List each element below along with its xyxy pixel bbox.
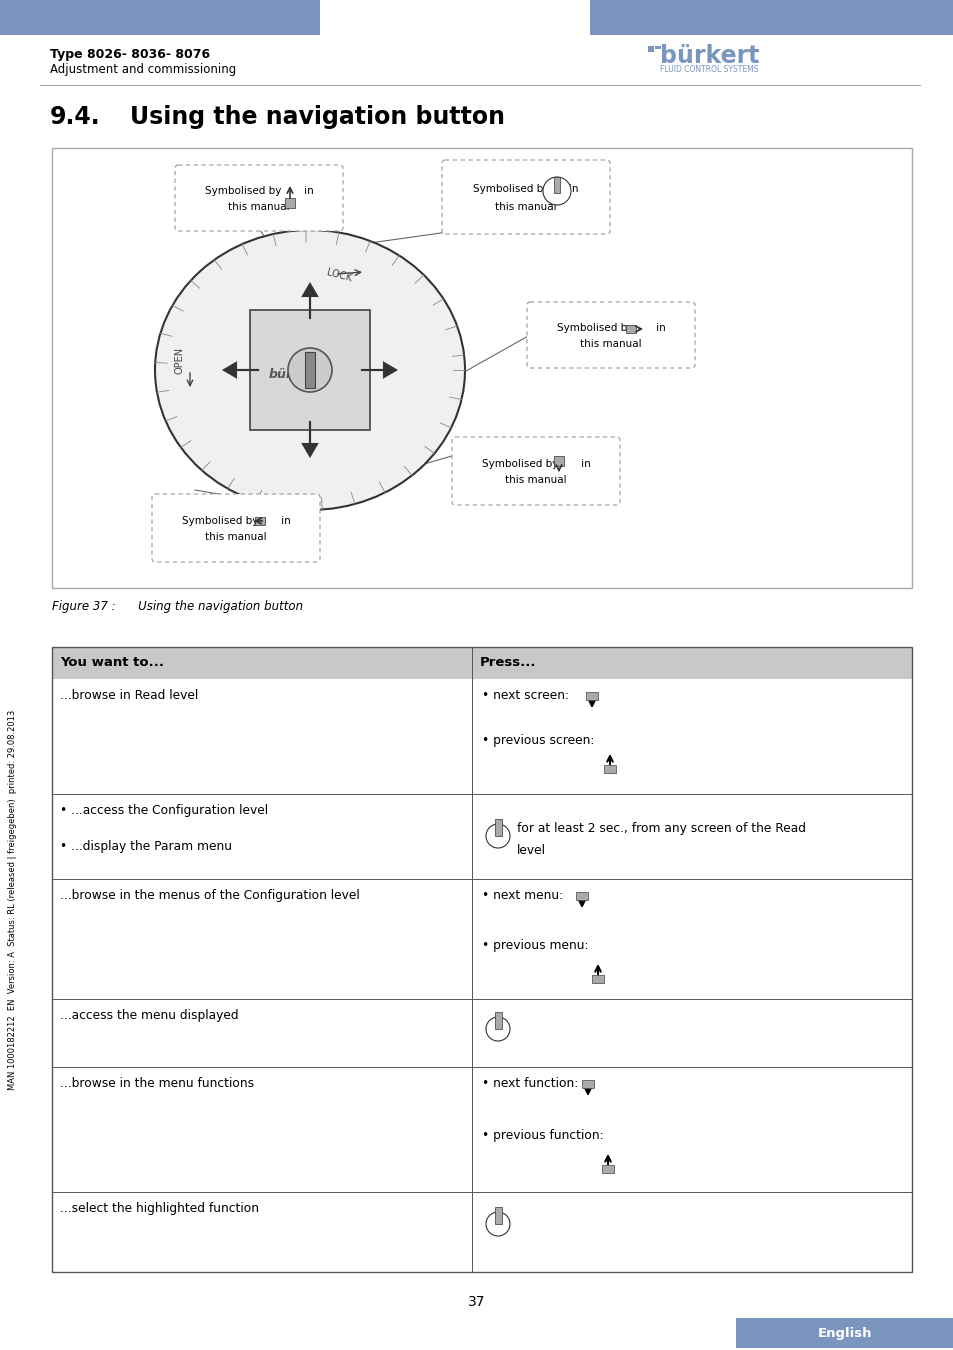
Text: • next menu:: • next menu:: [481, 890, 562, 902]
Text: ...access the menu displayed: ...access the menu displayed: [60, 1008, 238, 1022]
Text: • previous function:: • previous function:: [481, 1129, 603, 1142]
FancyBboxPatch shape: [526, 302, 695, 369]
FancyBboxPatch shape: [452, 437, 619, 505]
Bar: [554, 456, 563, 466]
Bar: [0, 0, 319, 35]
Text: 9.4.: 9.4.: [50, 105, 100, 130]
Text: • previous menu:: • previous menu:: [481, 940, 588, 952]
Text: LOCK: LOCK: [325, 267, 353, 284]
Text: ...browse in the menus of the Configuration level: ...browse in the menus of the Configurat…: [60, 890, 359, 902]
Text: Type 8026- 8036- 8076: Type 8026- 8036- 8076: [50, 49, 210, 61]
Text: You want to...: You want to...: [60, 656, 164, 670]
FancyBboxPatch shape: [152, 494, 319, 562]
Bar: [655, 46, 660, 49]
Circle shape: [542, 177, 571, 205]
Text: Adjustment and commissioning: Adjustment and commissioning: [50, 63, 236, 76]
Text: this manual: this manual: [205, 532, 267, 543]
Text: Figure 37 :      Using the navigation button: Figure 37 : Using the navigation button: [52, 599, 303, 613]
FancyArrow shape: [303, 423, 316, 456]
Bar: [601, 1165, 614, 1173]
Bar: [305, 352, 314, 387]
Bar: [495, 1207, 501, 1224]
Text: bürkert: bürkert: [659, 45, 759, 68]
Text: 37: 37: [468, 1295, 485, 1309]
Text: Using the navigation button: Using the navigation button: [130, 105, 504, 130]
Text: FLUID CONTROL SYSTEMS: FLUID CONTROL SYSTEMS: [659, 65, 758, 74]
Text: MAN 1000182212  EN  Version: A  Status: RL (released | freigegeben)  printed: 29: MAN 1000182212 EN Version: A Status: RL …: [9, 710, 17, 1091]
Text: ...browse in the menu functions: ...browse in the menu functions: [60, 1077, 253, 1089]
Bar: [52, 148, 911, 589]
Bar: [585, 693, 598, 701]
Bar: [589, 0, 953, 35]
Bar: [52, 1192, 911, 1272]
Bar: [592, 975, 603, 983]
Text: • next screen:: • next screen:: [481, 688, 568, 702]
Circle shape: [485, 1017, 510, 1041]
Text: Press...: Press...: [479, 656, 536, 670]
Circle shape: [485, 1212, 510, 1237]
FancyBboxPatch shape: [441, 161, 609, 234]
Ellipse shape: [154, 230, 464, 510]
Text: ...select the highlighted function: ...select the highlighted function: [60, 1202, 258, 1215]
Text: • next function:: • next function:: [481, 1077, 578, 1089]
Bar: [603, 765, 616, 774]
Text: ...browse in Read level: ...browse in Read level: [60, 688, 198, 702]
Text: • previous screen:: • previous screen:: [481, 734, 594, 747]
Bar: [52, 999, 911, 1066]
Polygon shape: [250, 310, 370, 431]
Text: English: English: [817, 1327, 871, 1339]
Bar: [52, 647, 911, 679]
FancyArrow shape: [361, 363, 395, 377]
Text: Symbolised by       in: Symbolised by in: [481, 459, 590, 468]
Text: this manual: this manual: [505, 475, 566, 485]
FancyArrow shape: [303, 284, 316, 319]
Text: • ...access the Configuration level

• ...display the Param menu: • ...access the Configuration level • ..…: [60, 805, 268, 853]
Text: Symbolised by       in: Symbolised by in: [204, 186, 313, 196]
Text: Symbolised by       in: Symbolised by in: [556, 323, 664, 333]
Bar: [285, 198, 294, 208]
Bar: [52, 679, 911, 794]
Bar: [52, 879, 911, 999]
Bar: [495, 819, 501, 836]
FancyArrow shape: [224, 363, 257, 377]
Bar: [647, 46, 654, 53]
Text: Symbolised by      in: Symbolised by in: [473, 184, 578, 194]
Text: for at least 2 sec., from any screen of the Read: for at least 2 sec., from any screen of …: [517, 822, 805, 836]
Text: bürkert: bürkert: [269, 369, 321, 382]
Bar: [495, 1012, 501, 1029]
Bar: [52, 794, 911, 879]
Bar: [52, 1066, 911, 1192]
Text: OPEN: OPEN: [174, 347, 185, 374]
Bar: [625, 325, 636, 333]
Text: this manual: this manual: [228, 202, 290, 212]
Bar: [735, 1318, 953, 1349]
Text: this manual: this manual: [579, 339, 641, 350]
Circle shape: [485, 824, 510, 848]
Bar: [581, 1080, 594, 1088]
Bar: [554, 177, 559, 193]
Text: Symbolised by       in: Symbolised by in: [181, 516, 290, 525]
Bar: [254, 517, 265, 525]
FancyBboxPatch shape: [174, 165, 343, 231]
Bar: [52, 647, 911, 1272]
Text: this manual: this manual: [495, 202, 557, 212]
Text: level: level: [517, 844, 545, 857]
Circle shape: [288, 348, 332, 392]
Bar: [576, 892, 587, 900]
